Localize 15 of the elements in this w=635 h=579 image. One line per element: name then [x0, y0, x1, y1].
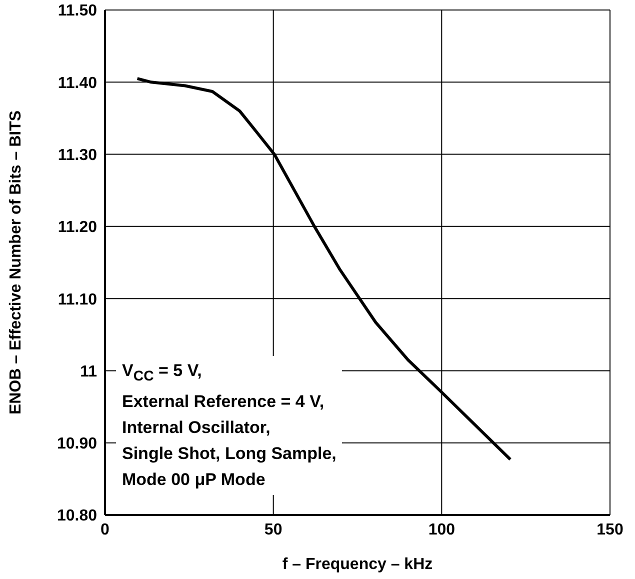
- y-tick-label: 11.30: [58, 146, 98, 164]
- y-tick-label: 10.80: [56, 508, 98, 525]
- x-tick-label: 100: [428, 521, 456, 538]
- y-tick-label: 11.10: [58, 291, 98, 308]
- x-tick-label: 50: [264, 521, 282, 538]
- y-tick-label: 11.50: [58, 2, 98, 20]
- y-tick-label: 11.40: [58, 74, 98, 92]
- y-tick-label: 11.20: [58, 219, 98, 236]
- y-tick-label: 11: [80, 363, 98, 380]
- y-tick-label: 10.90: [56, 436, 98, 453]
- x-tick-label: 0: [100, 521, 110, 538]
- y-axis-title: ENOB – Effective Number of Bits – BITS: [8, 110, 25, 415]
- x-tick-label: 150: [596, 521, 624, 538]
- annotation: V$_{CC}$ = 5 V, External Reference = 4 V, Internal Oscillator, Single Shot, Long Sample, Mode 00 μP Mode: [116, 356, 342, 496]
- x-axis-title: f – Frequency – kHz: [282, 556, 433, 573]
